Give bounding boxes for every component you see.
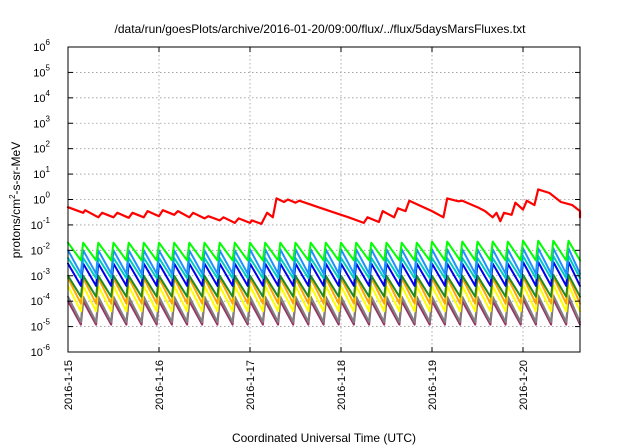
y-tick-base: 10 [31,296,43,308]
y-tick-base: 10 [31,322,43,334]
y-axis-title-sup: 2 [8,194,17,199]
series-line-3 [67,247,581,275]
y-tick-exponent: -1 [43,216,51,225]
y-tick-base: 10 [31,245,43,257]
y-tick-base: 10 [31,220,43,232]
x-axis: 2016-1-15 2016-1-16 2016-1-17 2016-1-18 2016… [63,47,530,410]
y-tick-base: 10 [33,67,45,79]
x-tick-label: 2016-1-16 [154,360,166,410]
y-tick-label: 106 [33,38,50,54]
y-tick-exponent: -2 [43,241,51,250]
y-tick-base: 10 [33,195,45,207]
y-tick-label: 101 [33,165,50,181]
y-tick-base: 10 [33,169,45,181]
series-layer [66,188,582,326]
chart-title: /data/run/goesPlots/archive/2016-01-20/0… [115,22,527,36]
y-axis: 10610510410310210110010-110-210-310-410-… [31,38,580,359]
y-tick-label: 100 [33,191,50,207]
y-axis-title-suffix: -s-sr-MeV [9,142,23,195]
y-tick-exponent: -6 [43,343,51,352]
y-tick-exponent: -4 [43,292,51,301]
y-tick-exponent: 1 [46,165,51,174]
y-tick-label: 103 [33,114,50,130]
x-tick-label: 2016-1-17 [245,360,257,410]
y-tick-base: 10 [33,42,45,54]
y-tick-label: 10-2 [31,241,51,257]
y-axis-title: protons/cm2-s-sr-MeV [8,142,23,258]
y-tick-base: 10 [33,144,45,156]
x-tick-label: 2016-1-18 [336,360,348,410]
x-tick-label: 2016-1-15 [63,360,75,410]
y-tick-label: 104 [33,89,50,105]
y-tick-label: 10-5 [31,318,51,334]
y-axis-title-prefix: protons/cm [9,199,23,258]
y-tick-label: 10-3 [31,267,51,283]
y-tick-exponent: 4 [46,89,51,98]
y-tick-base: 10 [33,118,45,130]
series-line-6 [67,273,581,298]
y-tick-base: 10 [33,93,45,105]
y-tick-label: 10-1 [31,216,51,232]
x-axis-title: Coordinated Universal Time (UTC) [232,431,416,445]
y-tick-exponent: 6 [46,38,51,47]
y-tick-exponent: 2 [46,140,51,149]
y-tick-label: 10-4 [31,292,51,308]
y-tick-exponent: 0 [46,191,51,200]
y-tick-exponent: -5 [43,318,51,327]
y-tick-exponent: 5 [46,63,51,72]
y-tick-label: 105 [33,63,50,79]
y-tick-label: 102 [33,140,50,156]
y-tick-exponent: -3 [43,267,51,276]
y-tick-label: 10-6 [31,343,51,359]
y-tick-base: 10 [31,347,43,359]
x-tick-label: 2016-1-19 [427,360,439,410]
x-tick-label: 2016-1-20 [518,360,530,410]
series-line-2 [67,239,581,262]
y-tick-base: 10 [31,271,43,283]
series-line-1 [66,188,582,225]
y-tick-exponent: 3 [46,114,51,123]
